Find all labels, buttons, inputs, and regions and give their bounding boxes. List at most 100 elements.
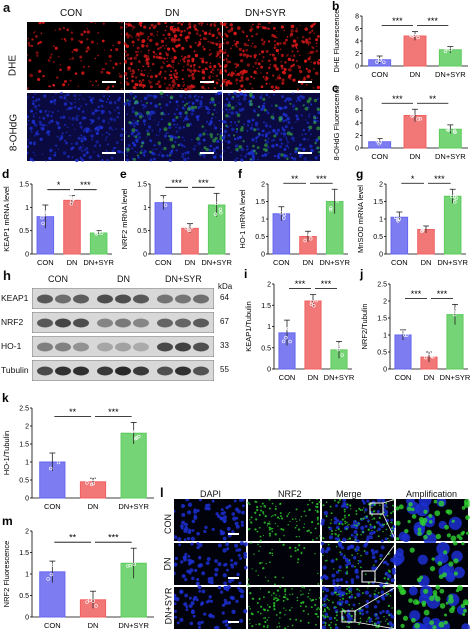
signal-speck <box>240 93 243 96</box>
signal-speck <box>265 122 267 124</box>
nrf2-signal <box>354 548 356 550</box>
signal-speck <box>177 104 179 107</box>
green-speck <box>248 92 253 97</box>
category-label: DN <box>303 258 314 267</box>
signal-speck <box>71 156 74 159</box>
nucleus <box>198 589 202 593</box>
signal-speck <box>199 104 203 108</box>
nrf2-signal <box>303 547 306 550</box>
nucleus <box>335 504 338 508</box>
signal-speck <box>271 53 275 57</box>
nucleus <box>380 590 385 594</box>
data-point <box>416 35 420 40</box>
y-tick-label: 6 <box>355 26 359 33</box>
signal-speck <box>191 102 195 105</box>
nucleus <box>324 612 329 617</box>
data-point <box>213 212 218 216</box>
nrf2-signal <box>391 526 394 530</box>
signal-speck <box>299 94 303 98</box>
nucleus <box>388 621 393 626</box>
nucleus <box>230 563 234 567</box>
nucleus <box>376 510 380 514</box>
green-speck <box>263 108 267 112</box>
significance-label: *** <box>392 94 403 104</box>
nrf2-signal <box>329 522 332 525</box>
nrf2-signal <box>348 626 351 629</box>
signal-speck <box>238 74 241 76</box>
nucleus <box>243 565 248 570</box>
signal-speck <box>209 30 212 32</box>
y-axis-label: MnSOD mRNA level <box>356 185 365 253</box>
signal-speck <box>228 93 231 96</box>
signal-speck <box>156 55 160 60</box>
nrf2-signal <box>294 549 297 552</box>
nrf2-signal <box>422 517 428 523</box>
signal-speck <box>166 154 169 157</box>
nrf2-signal <box>295 535 298 538</box>
signal-speck <box>223 134 226 138</box>
signal-speck <box>123 71 128 76</box>
nucleus <box>189 621 194 626</box>
signal-speck <box>289 32 294 37</box>
signal-speck <box>194 41 197 44</box>
signal-speck <box>70 142 73 145</box>
nucleus <box>321 625 327 629</box>
signal-speck <box>222 51 226 55</box>
signal-speck <box>281 78 285 82</box>
signal-speck <box>256 73 259 75</box>
signal-speck <box>72 116 75 120</box>
signal-speck <box>252 65 255 68</box>
nucleus <box>190 559 195 564</box>
signal-speck <box>265 49 269 53</box>
nrf2-signal <box>373 503 376 507</box>
signal-speck <box>268 67 271 70</box>
nrf2-signal <box>259 539 262 542</box>
signal-speck <box>132 44 135 47</box>
nrf2-signal <box>258 513 261 517</box>
nrf2-signal <box>264 514 267 518</box>
y-tick-label: 4 <box>355 121 359 128</box>
signal-speck <box>209 62 212 65</box>
signal-speck <box>235 63 240 67</box>
nrf2-signal <box>266 525 269 527</box>
signal-speck <box>219 56 222 59</box>
signal-speck <box>254 61 258 65</box>
signal-speck <box>160 106 162 109</box>
data-point <box>329 207 333 212</box>
signal-speck <box>210 117 213 120</box>
nucleus <box>201 589 206 594</box>
signal-speck <box>308 113 311 116</box>
nrf2-signal <box>291 607 293 609</box>
nrf2-signal <box>351 593 353 596</box>
signal-speck <box>187 157 190 160</box>
nucleus <box>192 614 196 618</box>
if-row-dnsyr: DN+SYR <box>163 587 174 625</box>
signal-speck <box>27 37 30 40</box>
nucleus <box>338 565 342 569</box>
nrf2-signal <box>426 529 432 536</box>
nrf2-signal <box>268 507 271 510</box>
signal-speck <box>180 29 183 32</box>
signal-speck <box>253 77 256 80</box>
category-label: DN <box>421 258 432 267</box>
nrf2-signal <box>272 602 276 605</box>
category-label: DN+SYR <box>83 258 114 267</box>
nrf2-signal <box>269 551 272 555</box>
signal-speck <box>120 33 123 35</box>
data-point <box>94 232 99 236</box>
nucleus <box>184 578 188 582</box>
signal-speck <box>155 53 158 55</box>
signal-speck <box>240 147 245 152</box>
green-speck <box>306 99 311 104</box>
blot-strip <box>32 312 214 333</box>
nrf2-signal <box>348 586 351 588</box>
signal-speck <box>111 149 115 153</box>
nrf2-signal <box>279 502 282 505</box>
signal-speck <box>125 44 130 49</box>
signal-speck <box>186 85 189 87</box>
signal-speck <box>134 82 137 85</box>
signal-speck <box>82 98 84 100</box>
nrf2-signal <box>263 521 266 524</box>
blot-band <box>157 294 173 304</box>
signal-speck <box>63 79 67 83</box>
